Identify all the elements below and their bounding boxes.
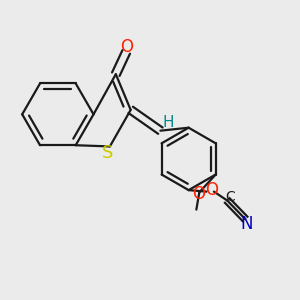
Text: N: N: [241, 215, 253, 233]
Text: O: O: [121, 38, 134, 56]
Text: C: C: [225, 190, 235, 204]
Text: O: O: [205, 181, 218, 199]
Text: H: H: [162, 115, 174, 130]
Text: O: O: [192, 185, 205, 203]
Text: S: S: [102, 144, 113, 162]
